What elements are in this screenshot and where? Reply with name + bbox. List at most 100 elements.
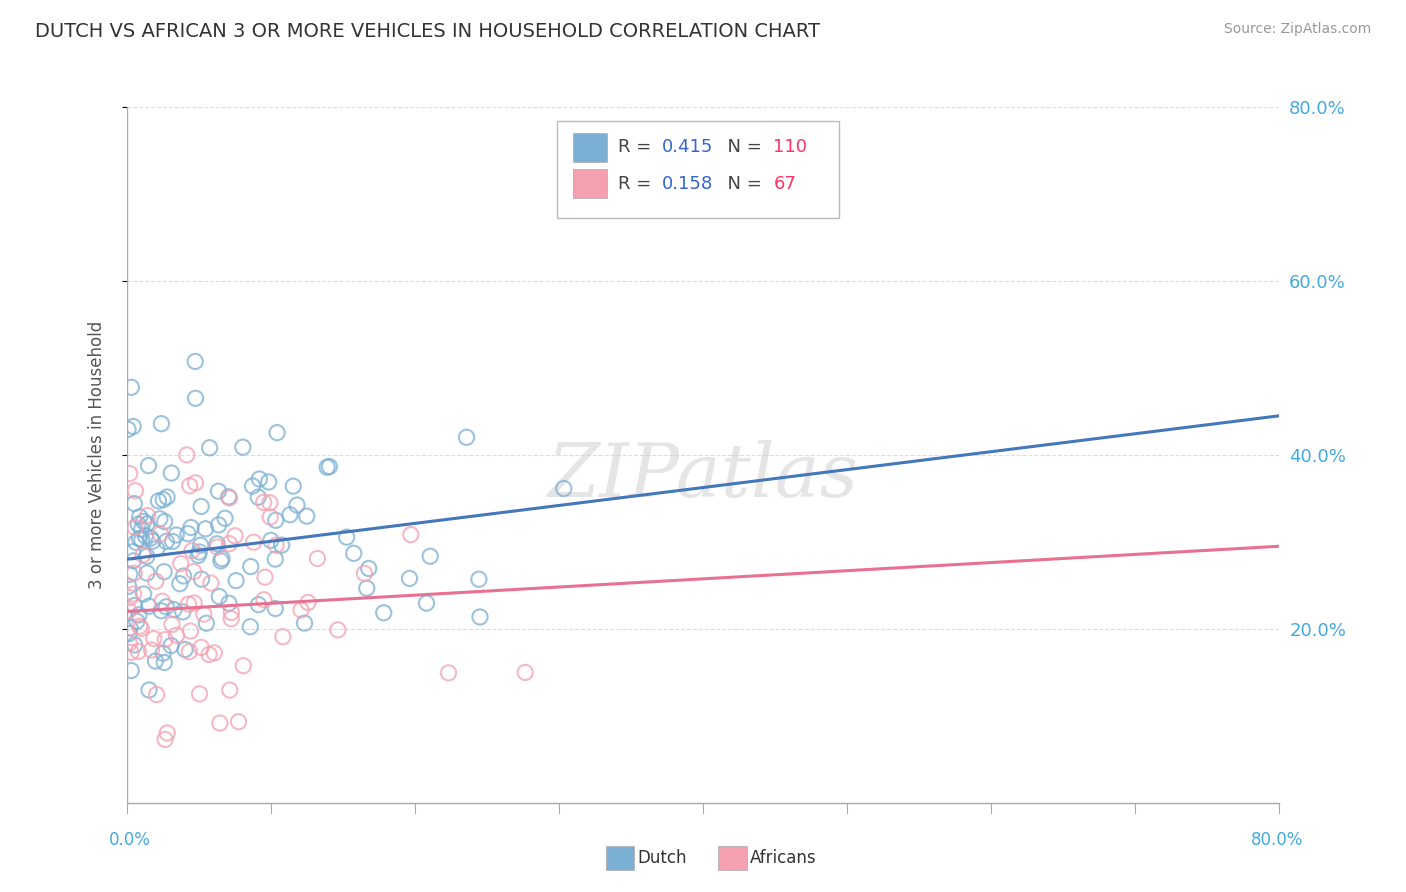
Dutch — [148, 494, 170, 508]
Dutch — [553, 482, 575, 496]
Dutch — [468, 572, 491, 586]
Africans — [188, 687, 211, 701]
Africans — [145, 688, 167, 702]
Dutch — [120, 621, 142, 635]
Africans — [218, 491, 240, 505]
Dutch — [177, 526, 200, 541]
Dutch — [208, 517, 231, 532]
Africans — [326, 623, 349, 637]
Africans — [198, 648, 221, 662]
Dutch — [247, 472, 270, 486]
Dutch — [295, 509, 318, 524]
Dutch — [419, 549, 441, 564]
Dutch — [132, 515, 155, 529]
Dutch — [125, 535, 148, 549]
Africans — [218, 683, 240, 698]
Dutch — [188, 545, 211, 559]
Africans — [132, 548, 155, 562]
Dutch — [415, 596, 437, 610]
Africans — [118, 603, 141, 617]
Africans — [190, 640, 212, 655]
Africans — [290, 603, 312, 617]
Africans — [437, 665, 460, 680]
Dutch — [239, 620, 262, 634]
Dutch — [278, 508, 301, 522]
Dutch — [195, 616, 218, 631]
Dutch — [128, 509, 150, 524]
FancyBboxPatch shape — [557, 121, 839, 219]
Dutch — [218, 596, 240, 610]
Dutch — [356, 581, 378, 595]
Dutch — [152, 492, 174, 507]
Dutch — [138, 458, 160, 473]
Africans — [153, 632, 176, 647]
Africans — [221, 606, 243, 620]
Africans — [127, 644, 149, 658]
Dutch — [124, 497, 146, 511]
Text: R =: R = — [617, 138, 657, 156]
Dutch — [131, 522, 153, 536]
Africans — [200, 576, 222, 591]
Y-axis label: 3 or more Vehicles in Household: 3 or more Vehicles in Household — [87, 321, 105, 589]
Dutch — [194, 522, 217, 536]
Dutch — [318, 459, 340, 474]
Africans — [208, 716, 231, 731]
Africans — [224, 529, 246, 543]
Dutch — [242, 479, 264, 493]
Dutch — [117, 422, 139, 436]
Dutch — [121, 545, 143, 559]
Africans — [124, 520, 146, 534]
Dutch — [398, 571, 420, 585]
Africans — [166, 628, 188, 642]
Africans — [118, 467, 141, 481]
Dutch — [163, 602, 186, 616]
Text: Africans: Africans — [749, 849, 815, 867]
Dutch — [160, 466, 183, 480]
Dutch — [373, 606, 395, 620]
Africans — [179, 624, 201, 638]
Africans — [170, 557, 193, 571]
Dutch — [136, 566, 159, 580]
Africans — [136, 508, 159, 523]
Africans — [228, 714, 250, 729]
Dutch — [357, 561, 380, 575]
Dutch — [190, 500, 212, 514]
Dutch — [184, 354, 207, 368]
Dutch — [152, 646, 174, 660]
Dutch — [124, 599, 146, 613]
Africans — [183, 565, 205, 579]
Africans — [122, 587, 145, 601]
Dutch — [162, 534, 184, 549]
Text: ZIPatlas: ZIPatlas — [547, 440, 859, 512]
Dutch — [285, 498, 308, 512]
Dutch — [145, 541, 167, 556]
Dutch — [190, 572, 212, 586]
Dutch — [124, 638, 146, 652]
Dutch — [139, 531, 162, 545]
Dutch — [247, 598, 270, 612]
Dutch — [128, 532, 150, 546]
Dutch — [198, 441, 221, 455]
Dutch — [343, 546, 366, 560]
FancyBboxPatch shape — [572, 169, 607, 198]
Dutch — [174, 642, 197, 657]
Africans — [193, 607, 215, 622]
Text: 0.158: 0.158 — [661, 175, 713, 193]
Dutch — [156, 490, 179, 504]
Africans — [179, 644, 201, 658]
Dutch — [232, 440, 254, 454]
Text: N =: N = — [716, 138, 768, 156]
Dutch — [165, 528, 187, 542]
Dutch — [138, 599, 160, 614]
Africans — [183, 596, 205, 610]
Text: 67: 67 — [773, 175, 796, 193]
Dutch — [173, 569, 195, 583]
Africans — [515, 665, 537, 680]
Text: DUTCH VS AFRICAN 3 OR MORE VEHICLES IN HOUSEHOLD CORRELATION CHART: DUTCH VS AFRICAN 3 OR MORE VEHICLES IN H… — [35, 22, 820, 41]
Dutch — [131, 533, 153, 547]
Dutch — [117, 579, 139, 593]
Dutch — [218, 490, 240, 504]
Text: R =: R = — [617, 175, 657, 193]
Dutch — [316, 460, 339, 475]
Dutch — [180, 520, 202, 534]
